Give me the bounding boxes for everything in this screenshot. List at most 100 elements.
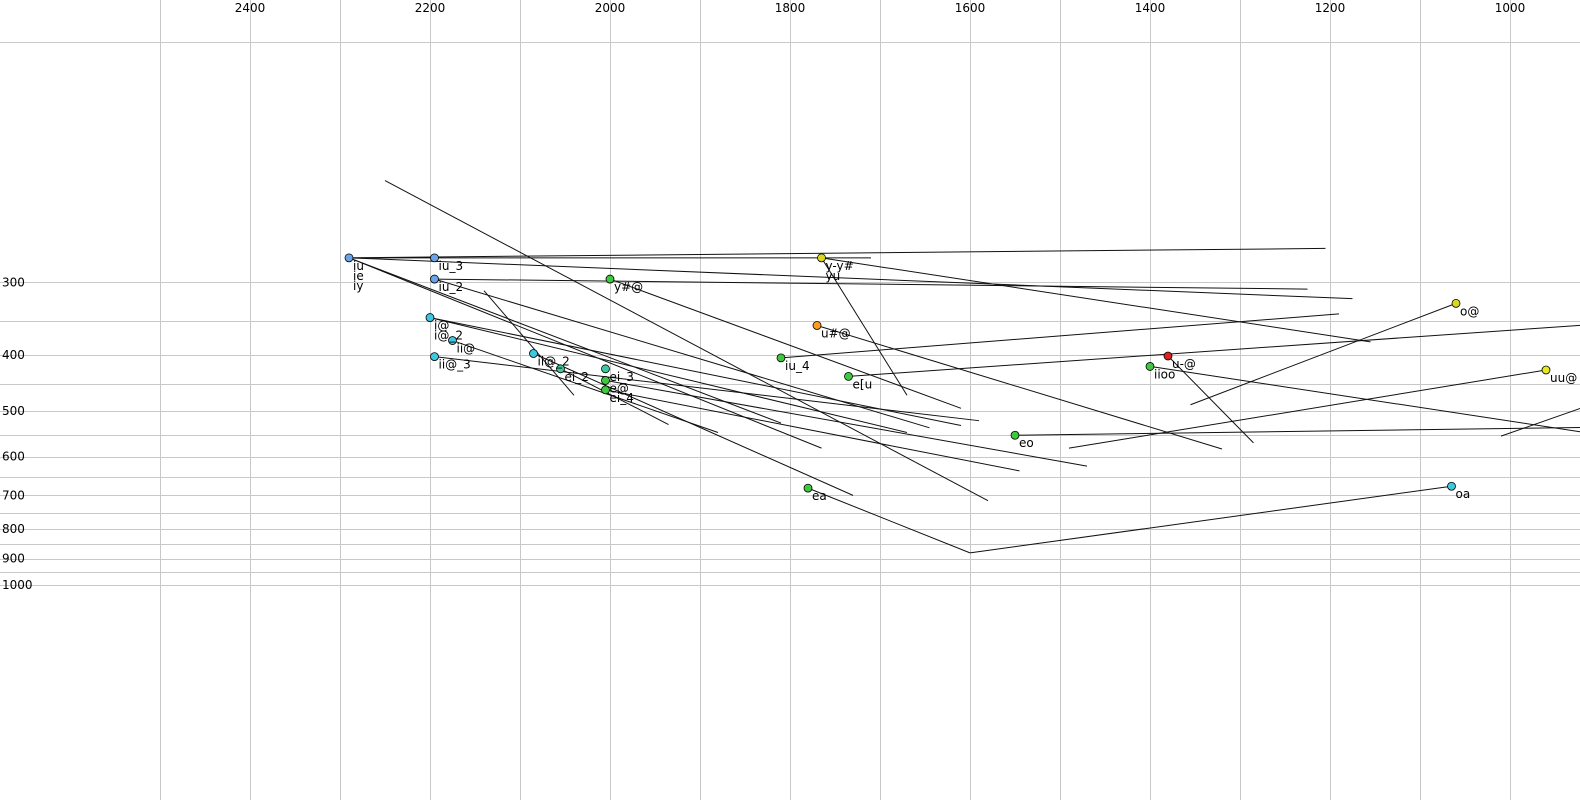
vowel-point-ii@_3	[430, 352, 439, 362]
x-tick-label: 2200	[415, 1, 446, 15]
vowel-point-e@	[601, 376, 610, 385]
trajectory-line	[1149, 365, 1580, 433]
vowel-label-iu: iu	[353, 259, 364, 273]
trajectory-line	[821, 257, 908, 396]
vowel-label-ei_4: ei_4	[610, 391, 634, 405]
vowel-point-o@	[1451, 298, 1461, 308]
vowel-point-ii@	[448, 336, 457, 345]
trajectory-line	[1068, 369, 1547, 449]
vowel-label-ea: ea	[812, 489, 827, 503]
vowel-label-e@: e@	[610, 381, 629, 395]
vowel-label-e[u: e[u	[853, 377, 873, 391]
x-tick-label: 2400	[235, 1, 266, 15]
trajectory-line	[384, 180, 989, 502]
vowel-point-u-@	[1163, 351, 1173, 361]
trajectory-line	[1500, 407, 1580, 437]
vowel-label-y#@: y#@	[614, 280, 643, 294]
y-tick-label: 700	[2, 488, 25, 502]
vowel-point-eo	[1010, 430, 1020, 440]
trajectory-line	[483, 290, 575, 396]
x-tick-label: 1200	[1315, 1, 1346, 15]
vowel-point-iu_4	[776, 353, 786, 363]
y-tick-label: 1000	[2, 578, 33, 592]
trajectory-line	[429, 317, 962, 426]
x-tick-label: 1000	[1495, 1, 1526, 15]
trajectory-line	[434, 278, 1308, 290]
vowel-points	[344, 253, 1551, 493]
vowel-label-iy: iy	[353, 279, 363, 293]
trajectory-line	[560, 368, 669, 425]
trajectory-line	[605, 379, 1088, 467]
vowel-label-ie: ie	[353, 269, 364, 283]
y-tick-label: 600	[2, 450, 25, 464]
trajectory-line	[348, 257, 782, 424]
y-tick-label: 300	[2, 275, 25, 289]
vowel-label-iu_3: iu_3	[439, 259, 464, 273]
vowel-point-iu_2	[430, 274, 439, 284]
x-tick-label: 1400	[1135, 1, 1166, 15]
vowel-label-i@_2: i@_2	[434, 329, 463, 343]
vowel-label-ei_3: ei_3	[610, 370, 634, 384]
vowel-point-ii@_2	[529, 349, 538, 358]
vowel-point-y-y#	[817, 253, 826, 263]
vowel-point-ei_4	[601, 385, 610, 395]
vowel-point-i@	[425, 313, 435, 322]
vowel-point-ei_3	[601, 364, 610, 374]
trajectory-line	[434, 356, 980, 422]
vowel-point-ei_2	[556, 364, 565, 374]
y-tick-label: 900	[2, 552, 25, 566]
vowel-point-u#@	[812, 321, 822, 330]
vowel-label-i@: i@	[434, 319, 449, 333]
trajectory-line	[1167, 355, 1254, 444]
trajectory-line	[816, 324, 1223, 450]
y-tick-label: 500	[2, 404, 25, 418]
trajectory-line	[821, 257, 1371, 343]
trajectory-line	[434, 278, 930, 429]
vowel-label-yu: yu	[826, 269, 841, 283]
vowel-label-ii@_3: ii@_3	[439, 358, 471, 372]
vowel-point-ea	[803, 483, 813, 493]
trajectory-line	[348, 247, 1326, 259]
y-tick-label: 800	[2, 522, 25, 536]
trajectory-line	[1014, 426, 1580, 436]
vowel-point-e[u	[844, 372, 853, 381]
vowel-label-u#@: u#@	[821, 326, 851, 340]
trajectory-line	[807, 487, 971, 554]
trajectory-line	[780, 313, 1340, 359]
vowel-point-iu	[344, 253, 354, 263]
formant-trajectories	[348, 180, 1580, 554]
vowel-label-eo: eo	[1019, 436, 1034, 450]
vowel-label-o@: o@	[1460, 304, 1479, 318]
trajectory-line	[452, 340, 719, 433]
x-tick-label: 1800	[775, 1, 806, 15]
trajectory-line	[848, 324, 1580, 377]
vowel-label-uu@: uu@	[1550, 371, 1577, 385]
x-tick-label: 1600	[955, 1, 986, 15]
trajectory-line	[969, 485, 1452, 554]
vowel-label-ei_2: ei_2	[565, 370, 589, 384]
vowel-label-oa: oa	[1456, 487, 1471, 501]
vowel-point-iioo	[1145, 362, 1155, 371]
trajectory-line	[348, 257, 1353, 300]
vowel-label-u-@: u-@	[1172, 357, 1196, 371]
y-tick-label: 400	[2, 348, 25, 362]
vowel-point-oa	[1447, 481, 1456, 491]
vowel-label-ii@: ii@	[457, 342, 476, 356]
vowel-label-y-y#: y-y#	[826, 259, 854, 273]
vowel-point-y#@	[605, 274, 615, 284]
vowel-point-uu@	[1541, 365, 1551, 375]
vowel-label-ii@_2: ii@_2	[538, 354, 570, 368]
trajectory-line	[1190, 302, 1457, 406]
x-tick-label: 2000	[595, 1, 626, 15]
trajectory-line	[609, 278, 962, 409]
axis-tick-labels: 2400 2200 2000 1800 1600 1400 1200 1000 800 300 40…	[2, 1, 1526, 592]
trajectory-line	[605, 389, 1020, 472]
vowel-label-iu_2: iu_2	[439, 280, 464, 294]
trajectory-line	[533, 353, 854, 496]
vowel-point-iu_3	[430, 253, 439, 263]
vowel-label-iu_4: iu_4	[785, 359, 810, 373]
